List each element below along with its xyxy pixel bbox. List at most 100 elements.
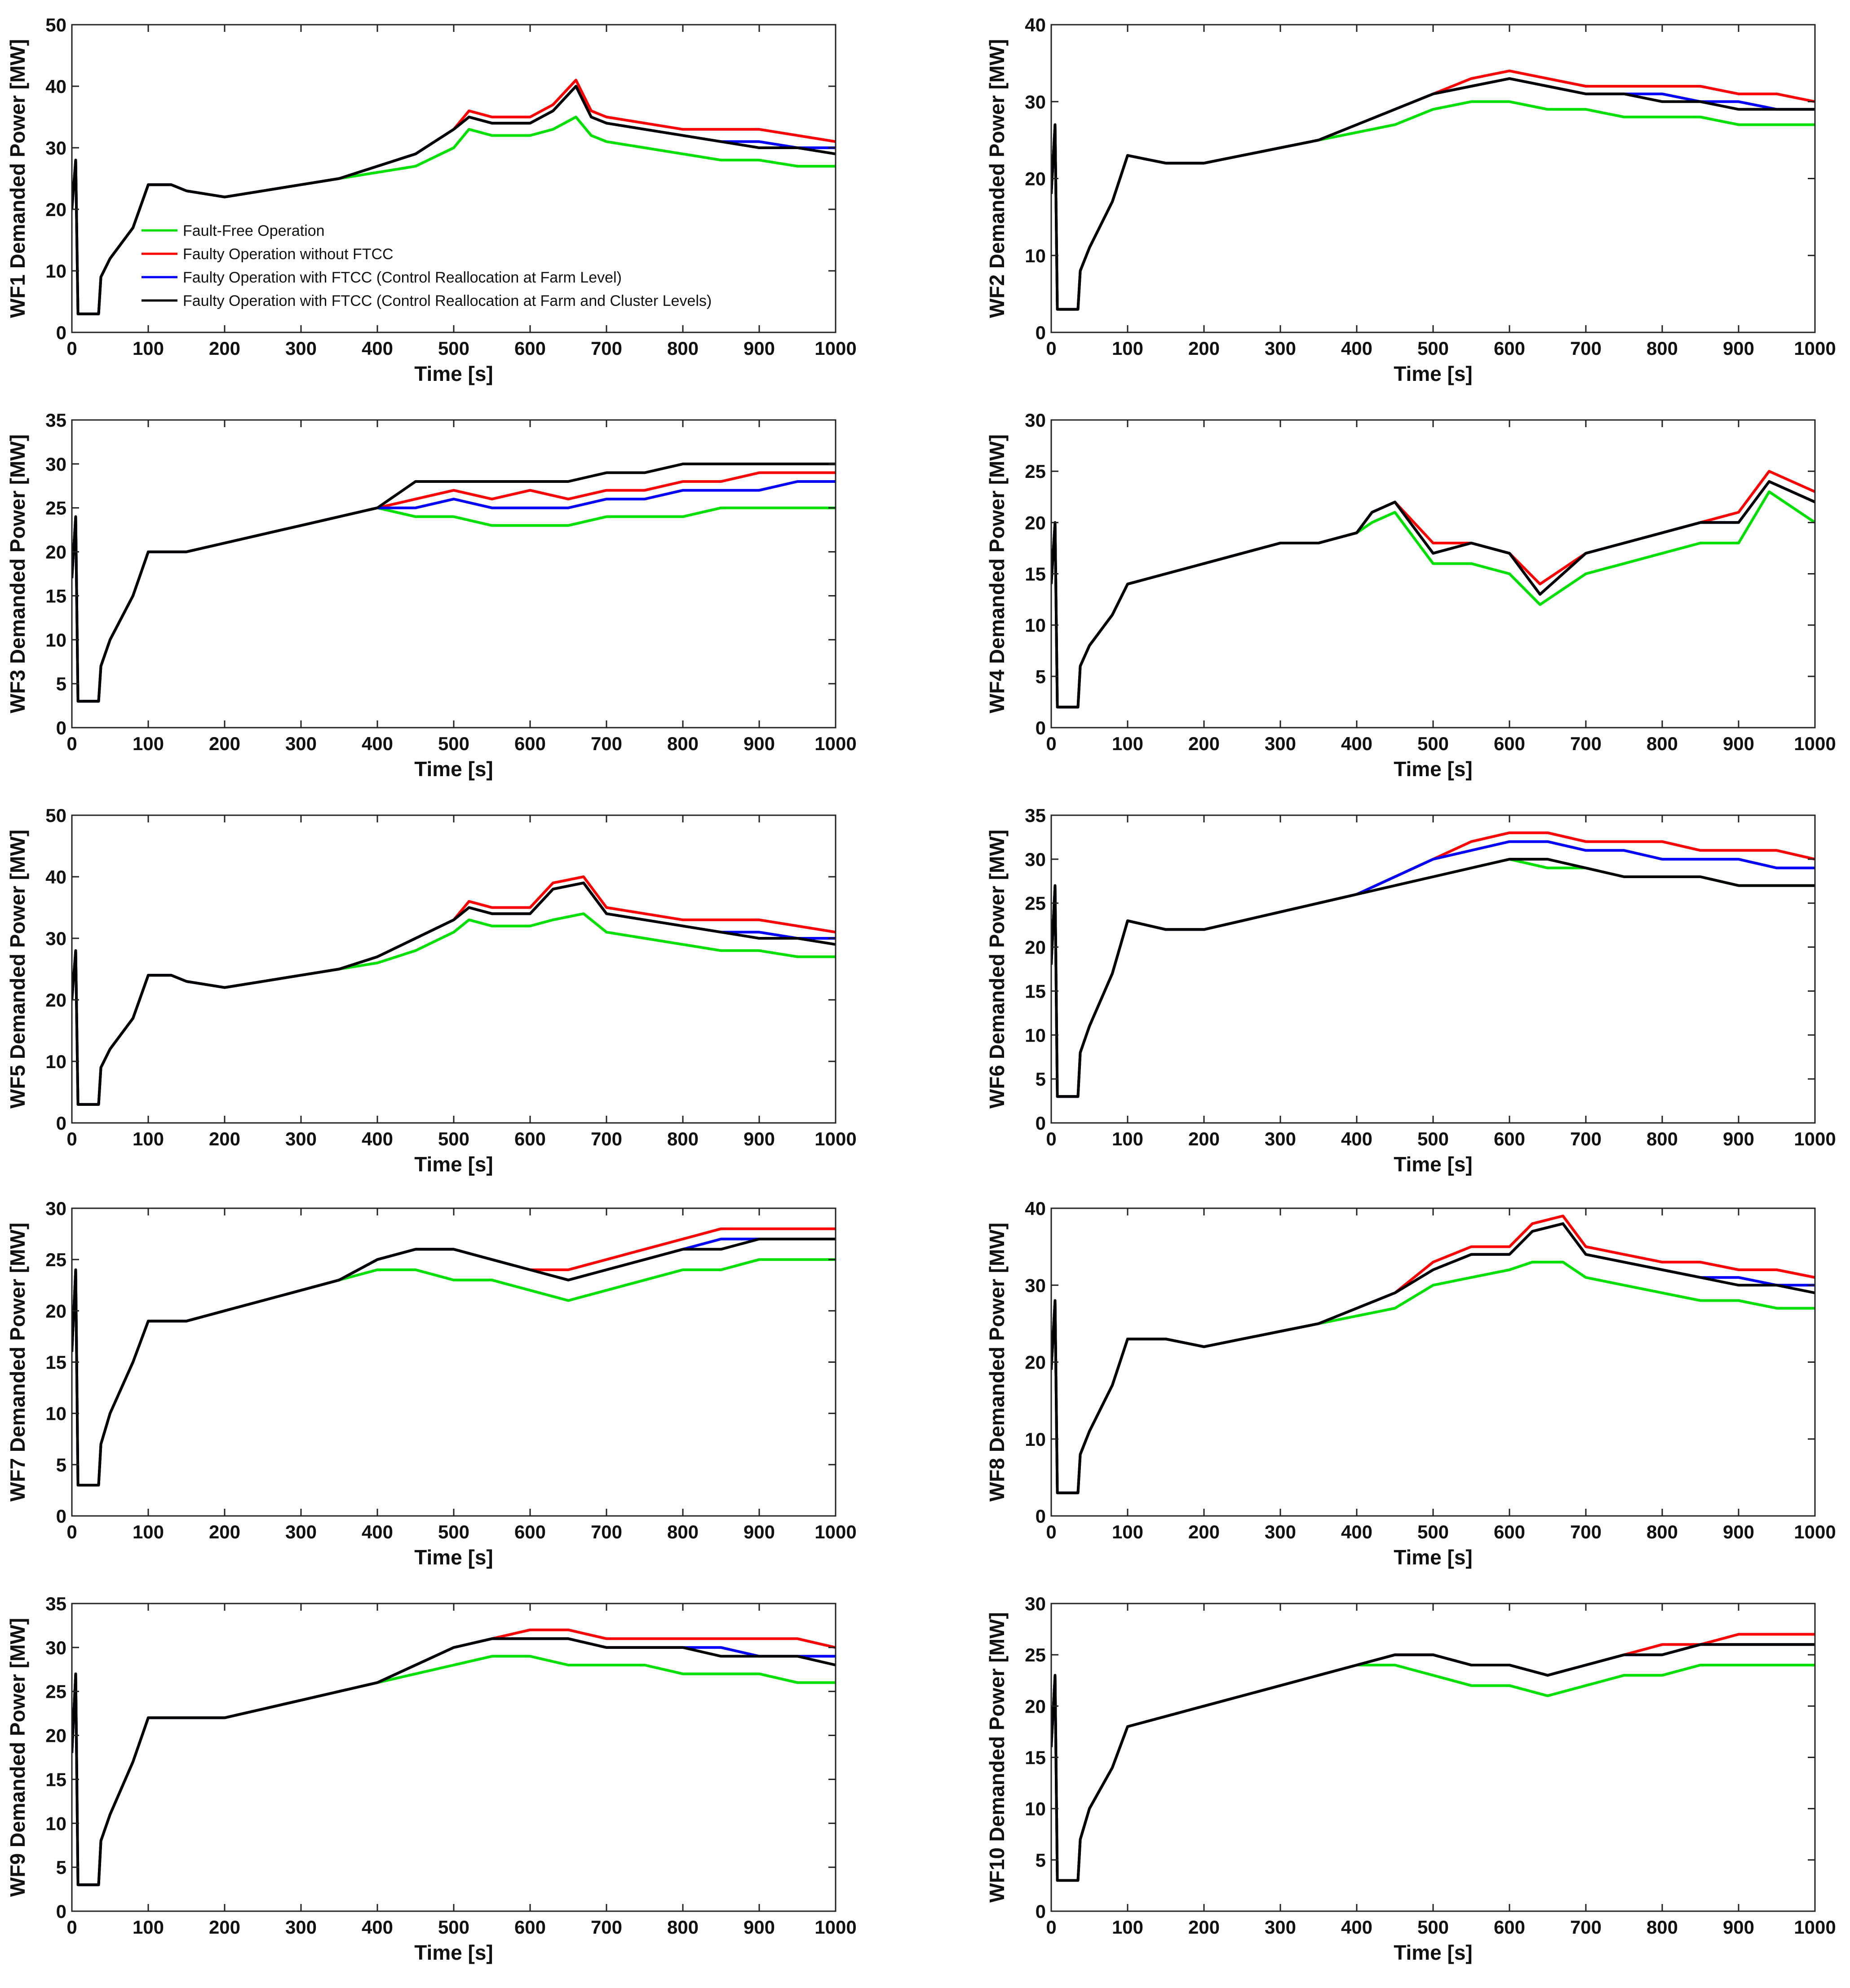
y-tick-label: 20 bbox=[1025, 512, 1046, 533]
x-tick-label: 900 bbox=[744, 1521, 775, 1542]
x-tick-label: 200 bbox=[1188, 1521, 1220, 1542]
x-tick-label: 200 bbox=[209, 1521, 240, 1542]
y-tick-label: 0 bbox=[56, 1113, 66, 1134]
y-tick-label: 15 bbox=[45, 1769, 66, 1790]
x-tick-label: 100 bbox=[1112, 338, 1143, 359]
x-tick-label: 400 bbox=[1341, 733, 1372, 754]
x-tick-label: 200 bbox=[209, 733, 240, 754]
plot-area bbox=[1051, 1604, 1815, 1911]
x-tick-label: 900 bbox=[744, 1128, 775, 1149]
panel-wf7: 0 100 200 300 400 500 600 700 800 900 1000 0 5 10 15 20… bbox=[6, 1198, 857, 1569]
x-tick-label: 700 bbox=[591, 733, 622, 754]
x-tick-label: 400 bbox=[362, 338, 393, 359]
x-axis-label: Time [s] bbox=[414, 1153, 493, 1176]
x-tick-label: 100 bbox=[133, 1521, 164, 1542]
panel-wf9: 0 100 200 300 400 500 600 700 800 900 1000 0 5 10 15 20… bbox=[6, 1593, 857, 1964]
x-tick-label: 200 bbox=[209, 338, 240, 359]
x-axis-label: Time [s] bbox=[1394, 1941, 1473, 1964]
x-tick-label: 400 bbox=[362, 733, 393, 754]
x-tick-label: 600 bbox=[514, 338, 546, 359]
series-line-4 bbox=[72, 881, 836, 1106]
x-tick-label: 0 bbox=[66, 1521, 77, 1542]
x-tick-label: 200 bbox=[1188, 1128, 1220, 1149]
x-tick-label: 1000 bbox=[1794, 733, 1836, 754]
y-tick-label: 20 bbox=[1025, 1696, 1046, 1717]
x-tick-label: 1000 bbox=[1794, 1128, 1836, 1149]
x-tick-label: 900 bbox=[1723, 733, 1754, 754]
x-tick-label: 100 bbox=[1112, 1128, 1143, 1149]
x-tick-label: 400 bbox=[1341, 1521, 1372, 1542]
y-tick-label: 50 bbox=[45, 805, 66, 826]
x-axis-label: Time [s] bbox=[414, 1941, 493, 1964]
y-tick-label: 10 bbox=[45, 629, 66, 650]
y-axis-label: WF5 Demanded Power [MW] bbox=[6, 830, 29, 1109]
legend-entry-label: Faulty Operation with FTCC (Control Real… bbox=[183, 269, 622, 286]
series-line-4 bbox=[72, 462, 836, 703]
x-tick-label: 600 bbox=[514, 733, 546, 754]
x-tick-label: 0 bbox=[1046, 1128, 1056, 1149]
y-tick-label: 25 bbox=[45, 498, 66, 519]
x-tick-label: 500 bbox=[1417, 1917, 1449, 1938]
y-axis-label: WF2 Demanded Power [MW] bbox=[985, 39, 1009, 318]
panel-wf4: 0 100 200 300 400 500 600 700 800 900 1000 0 5 10 15 20… bbox=[985, 410, 1836, 781]
y-tick-label: 0 bbox=[1036, 1901, 1046, 1922]
x-tick-label: 100 bbox=[133, 733, 164, 754]
y-tick-label: 0 bbox=[1036, 1113, 1046, 1134]
x-tick-label: 800 bbox=[667, 733, 699, 754]
series-line-4 bbox=[72, 85, 836, 315]
x-tick-label: 600 bbox=[1494, 1917, 1525, 1938]
x-tick-label: 600 bbox=[514, 1128, 546, 1149]
x-tick-label: 0 bbox=[66, 1917, 77, 1938]
x-tick-label: 300 bbox=[285, 1521, 317, 1542]
plot-area bbox=[1051, 25, 1815, 332]
y-tick-label: 0 bbox=[56, 1506, 66, 1527]
x-tick-label: 800 bbox=[1646, 338, 1678, 359]
plot-area bbox=[72, 1604, 836, 1911]
x-axis-label: Time [s] bbox=[414, 362, 493, 385]
x-tick-label: 0 bbox=[66, 1128, 77, 1149]
y-tick-label: 35 bbox=[45, 410, 66, 431]
y-axis-label: WF7 Demanded Power [MW] bbox=[6, 1223, 29, 1502]
y-axis-label: WF6 Demanded Power [MW] bbox=[985, 830, 1009, 1109]
y-tick-label: 15 bbox=[1025, 981, 1046, 1002]
y-tick-label: 20 bbox=[45, 542, 66, 563]
x-tick-label: 700 bbox=[1570, 733, 1602, 754]
y-tick-label: 10 bbox=[1025, 1429, 1046, 1450]
y-tick-label: 30 bbox=[1025, 1275, 1046, 1296]
plot-area bbox=[72, 420, 836, 728]
y-tick-label: 30 bbox=[1025, 849, 1046, 870]
x-tick-label: 700 bbox=[591, 1521, 622, 1542]
y-tick-label: 25 bbox=[1025, 461, 1046, 482]
x-tick-label: 1000 bbox=[1794, 1917, 1836, 1938]
y-tick-label: 10 bbox=[1025, 1798, 1046, 1820]
y-axis-label: WF8 Demanded Power [MW] bbox=[985, 1223, 1009, 1502]
x-tick-label: 500 bbox=[1417, 338, 1449, 359]
x-tick-label: 200 bbox=[1188, 733, 1220, 754]
x-tick-label: 900 bbox=[1723, 1917, 1754, 1938]
x-tick-label: 1000 bbox=[814, 1521, 856, 1542]
x-tick-label: 300 bbox=[285, 338, 317, 359]
x-tick-label: 100 bbox=[133, 338, 164, 359]
plot-area bbox=[72, 815, 836, 1123]
x-tick-label: 800 bbox=[667, 1521, 699, 1542]
x-tick-label: 1000 bbox=[1794, 338, 1836, 359]
y-tick-label: 30 bbox=[45, 1198, 66, 1219]
y-tick-label: 0 bbox=[56, 1901, 66, 1922]
y-tick-label: 40 bbox=[45, 866, 66, 888]
x-tick-label: 0 bbox=[66, 733, 77, 754]
y-tick-label: 0 bbox=[1036, 322, 1046, 343]
x-tick-label: 200 bbox=[209, 1917, 240, 1938]
y-tick-label: 25 bbox=[1025, 893, 1046, 914]
x-tick-label: 900 bbox=[1723, 1128, 1754, 1149]
x-tick-label: 400 bbox=[362, 1128, 393, 1149]
x-tick-label: 600 bbox=[1494, 338, 1525, 359]
x-tick-label: 500 bbox=[438, 1917, 469, 1938]
x-tick-label: 1000 bbox=[814, 1917, 856, 1938]
x-tick-label: 300 bbox=[1265, 1917, 1296, 1938]
y-tick-label: 0 bbox=[1036, 717, 1046, 738]
x-tick-label: 500 bbox=[438, 338, 469, 359]
y-tick-label: 25 bbox=[1025, 1644, 1046, 1666]
x-axis-label: Time [s] bbox=[1394, 1546, 1473, 1569]
x-tick-label: 300 bbox=[285, 1128, 317, 1149]
